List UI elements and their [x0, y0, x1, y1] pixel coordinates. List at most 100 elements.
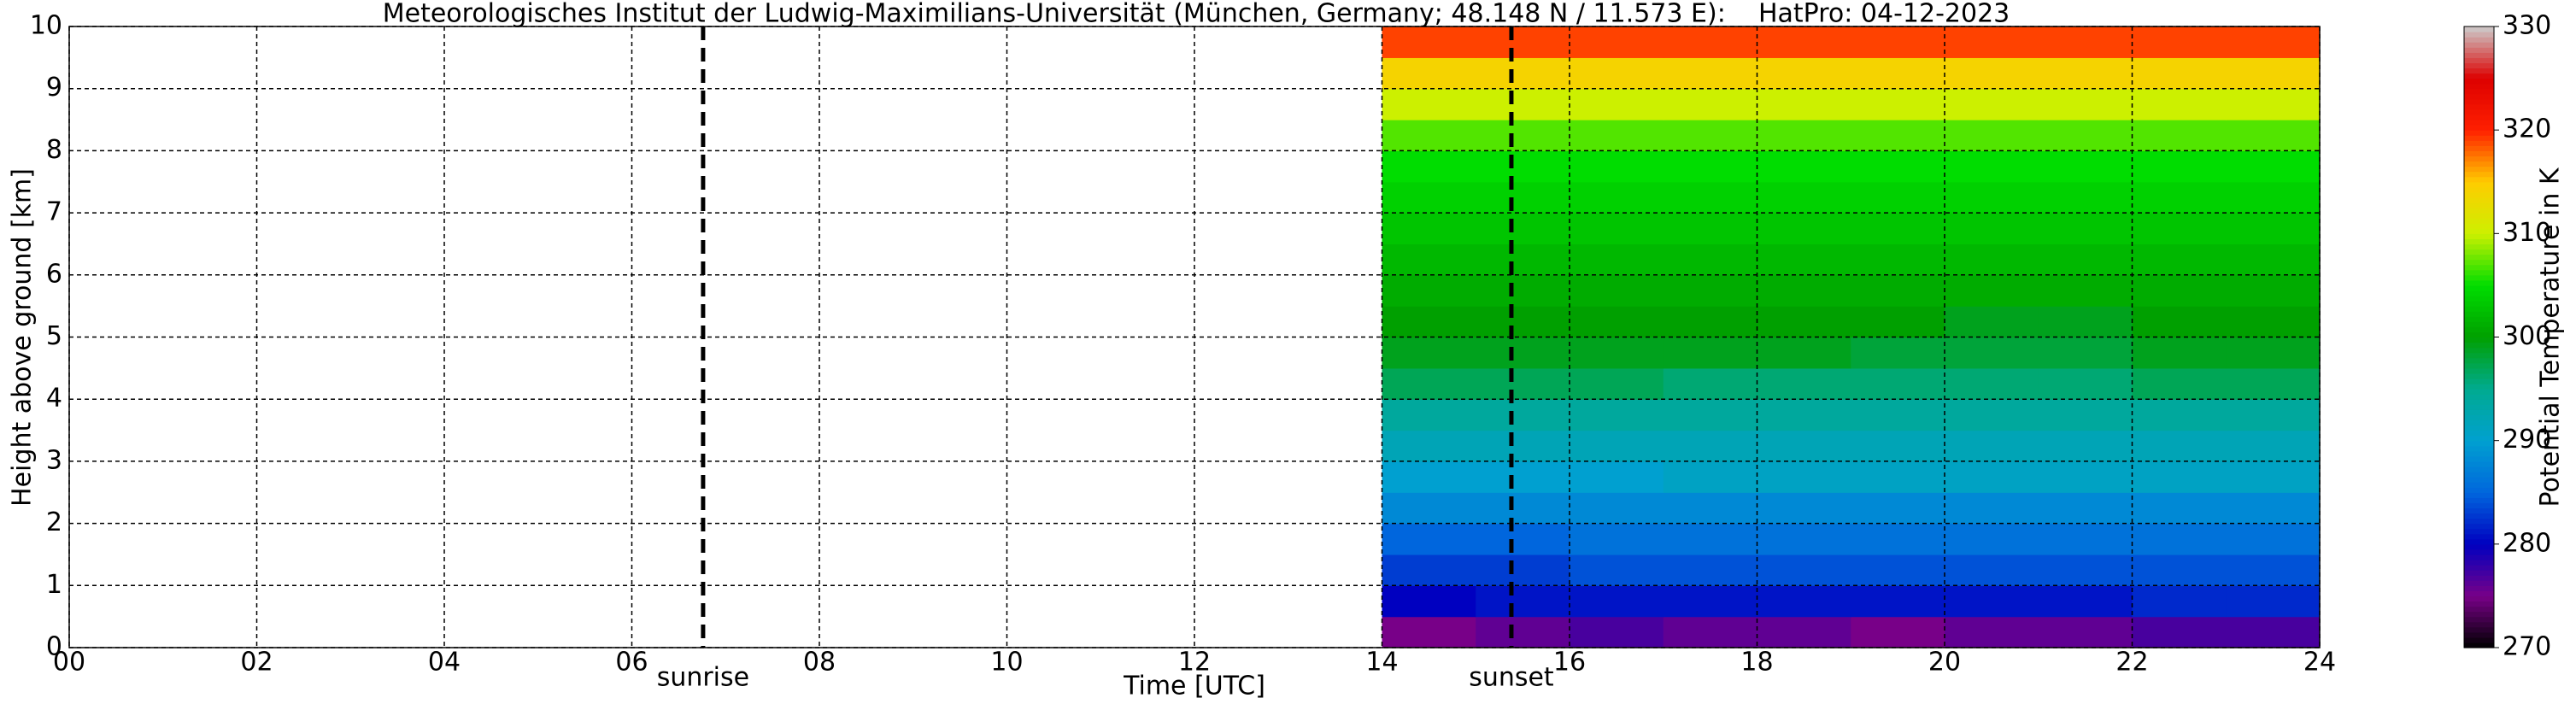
colorbar-segment [2464, 32, 2494, 38]
heatmap-cell [1570, 181, 1664, 214]
x-tick-label: 20 [1928, 648, 1961, 678]
heatmap-cell [1476, 88, 1570, 120]
heatmap-cell [1663, 26, 1758, 58]
heatmap-cell [1476, 523, 1570, 555]
colorbar-segment [2464, 130, 2494, 136]
heatmap-cell [1476, 367, 1570, 400]
y-axis-label: Height above ground [km] [8, 168, 38, 507]
colorbar-segment [2464, 533, 2494, 540]
heatmap-cell [1570, 213, 1664, 245]
colorbar-segment [2464, 538, 2494, 545]
heatmap-cell [1382, 430, 1476, 462]
heatmap-cell [1757, 554, 1851, 586]
heatmap-cell [1663, 337, 1758, 369]
colorbar-segment [2464, 621, 2494, 628]
x-tick-label: 24 [2303, 648, 2336, 678]
heatmap-cell [1663, 430, 1758, 462]
heatmap-cell [2132, 120, 2227, 151]
colorbar-segment [2464, 228, 2494, 234]
heatmap-cell [1757, 26, 1851, 58]
heatmap-cell [1570, 120, 1664, 151]
heatmap-cell [1945, 213, 2039, 245]
colorbar-segment [2464, 259, 2494, 266]
heatmap-cell [2226, 120, 2321, 151]
heatmap-cell [1945, 26, 2039, 58]
heatmap-cell [1382, 585, 1476, 618]
heatmap-cell [2038, 150, 2133, 183]
heatmap-cell [1570, 399, 1664, 431]
colorbar-segment [2464, 93, 2494, 100]
colorbar-segment [2464, 435, 2494, 442]
heatmap-cell [1382, 88, 1476, 120]
heatmap-cell [1476, 26, 1570, 58]
colorbar-segment [2464, 67, 2494, 74]
heatmap-cell [1851, 337, 1945, 369]
x-tick-label: 08 [803, 648, 836, 678]
heatmap-cell [1476, 492, 1570, 525]
heatmap-cell [2038, 585, 2133, 618]
colorbar-segment [2464, 440, 2494, 447]
colorbar-segment [2464, 425, 2494, 431]
colorbar-segment [2464, 186, 2494, 193]
heatmap-cell [2226, 585, 2321, 618]
colorbar-segment [2464, 83, 2494, 90]
x-axis-label: Time [UTC] [1123, 672, 1265, 701]
colorbar-segment [2464, 626, 2494, 633]
colorbar-segment [2464, 523, 2494, 530]
colorbar-segment [2464, 518, 2494, 525]
colorbar-segment [2464, 362, 2494, 369]
heatmap-cell [2226, 430, 2321, 462]
heatmap-cell [2038, 88, 2133, 120]
colorbar-segment [2464, 73, 2494, 79]
colorbar-tick-label: 290 [2503, 425, 2551, 455]
heatmap-cell [1570, 430, 1664, 462]
colorbar-segment [2464, 482, 2494, 488]
colorbar-segment [2464, 176, 2494, 183]
colorbar-segment [2464, 145, 2494, 151]
colorbar-segment [2464, 373, 2494, 379]
colorbar-segment [2464, 120, 2494, 126]
colorbar-segment [2464, 233, 2494, 239]
heatmap-cell [1945, 243, 2039, 276]
heatmap-cell [1945, 585, 2039, 618]
heatmap-cell [1757, 274, 1851, 307]
y-tick-label: 1 [46, 570, 62, 600]
heatmap-cell [1570, 88, 1664, 120]
y-tick-label: 2 [46, 507, 62, 537]
heatmap-cell [1851, 306, 1945, 338]
colorbar-segment [2464, 580, 2494, 586]
colorbar-segment [2464, 52, 2494, 58]
heatmap-cell [1851, 492, 1945, 525]
colorbar-segment [2464, 560, 2494, 566]
heatmap-cell [1382, 461, 1476, 493]
heatmap-cell [1476, 181, 1570, 214]
heatmap-cell [1476, 150, 1570, 183]
heatmap-cell [1570, 337, 1664, 369]
y-tick-label: 0 [46, 632, 62, 662]
heatmap-cell [2132, 554, 2227, 586]
heatmap-cell [1757, 523, 1851, 555]
heatmap-cell [1476, 306, 1570, 338]
colorbar-segment [2464, 357, 2494, 364]
heatmap-cell [1851, 213, 1945, 245]
colorbar-segment [2464, 590, 2494, 597]
colorbar-segment [2464, 631, 2494, 638]
heatmap-cell [2226, 213, 2321, 245]
heatmap-cell [1382, 399, 1476, 431]
heatmap-cell [2132, 585, 2227, 618]
heatmap-cell [2132, 181, 2227, 214]
heatmap-cell [1476, 120, 1570, 151]
heatmap-cell [2132, 306, 2227, 338]
colorbar-segment [2464, 595, 2494, 602]
heatmap-cell [1945, 430, 2039, 462]
heatmap-cell [1570, 523, 1664, 555]
colorbar-segment [2464, 213, 2494, 219]
heatmap-cell [1851, 554, 1945, 586]
colorbar-segment [2464, 264, 2494, 271]
colorbar-tick-label: 310 [2503, 218, 2551, 248]
heatmap-cell [1851, 367, 1945, 400]
heatmap-cell [2132, 150, 2227, 183]
heatmap-cell [2132, 399, 2227, 431]
heatmap-cell [1945, 461, 2039, 493]
